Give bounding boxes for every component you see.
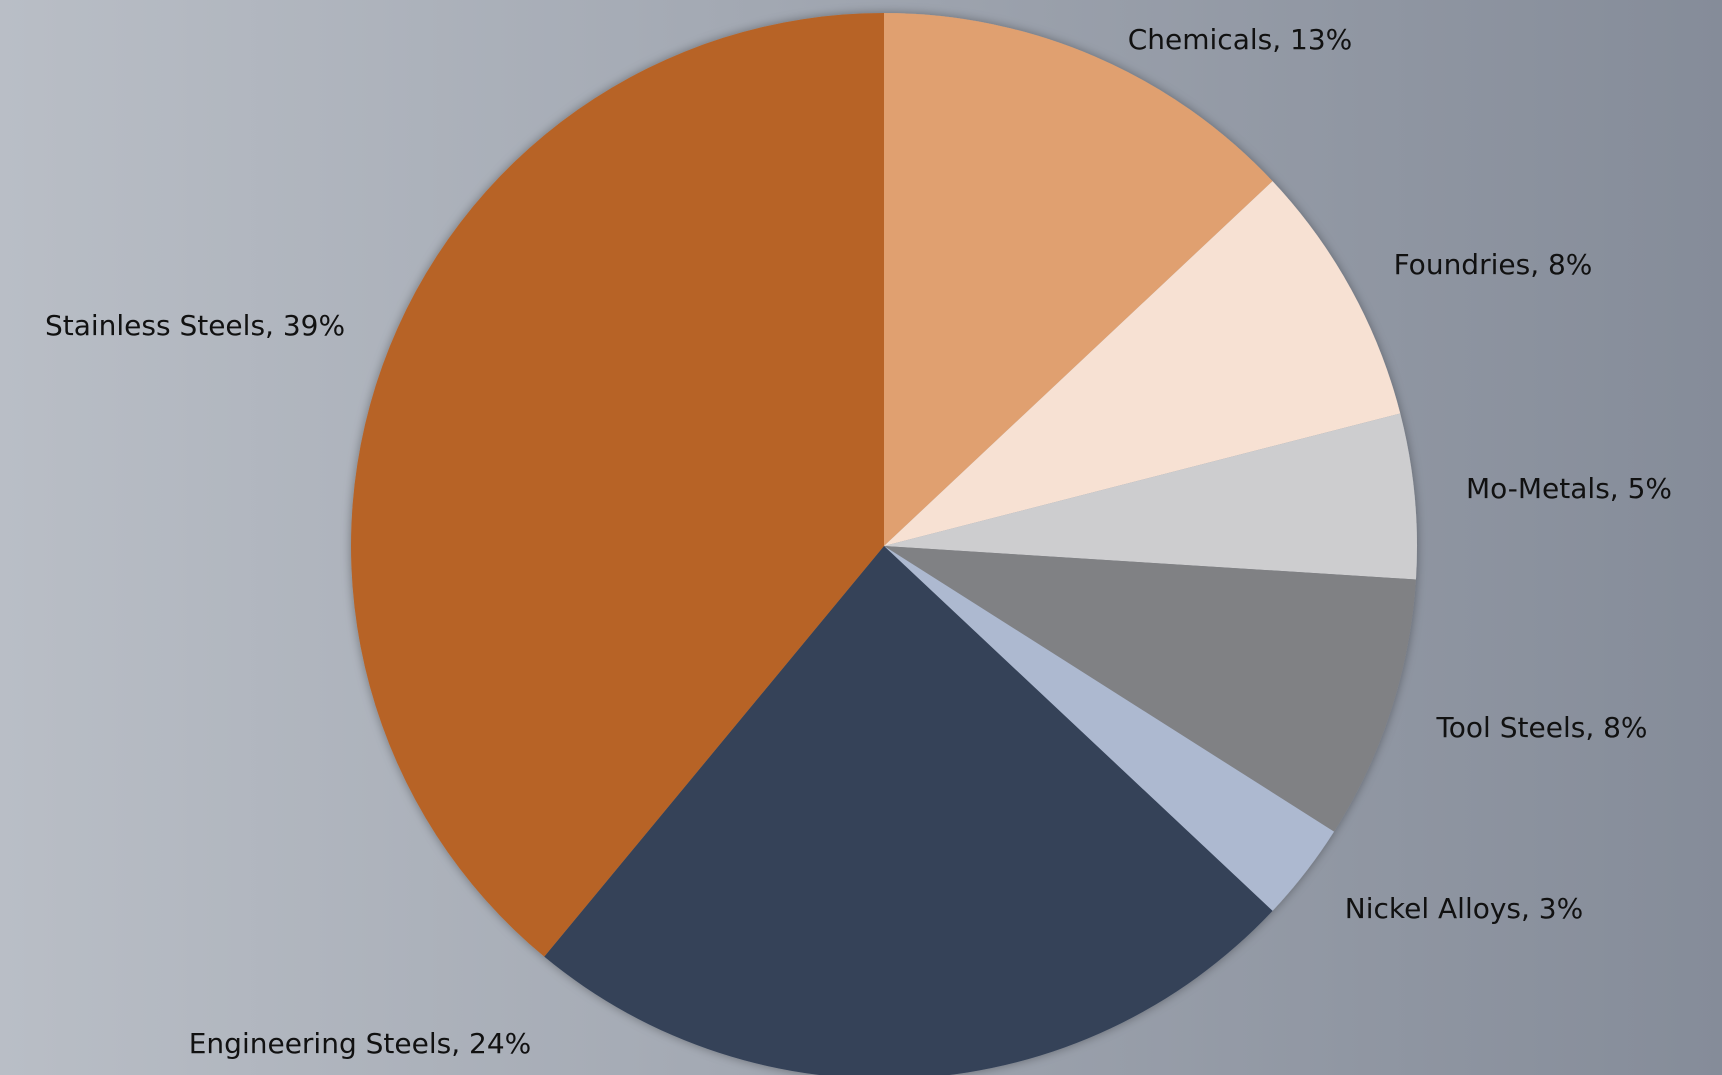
data-label: Mo-Metals, 5% <box>1466 472 1672 505</box>
pie-slice <box>884 413 1417 580</box>
pie-slice <box>884 546 1416 832</box>
pie-slice <box>351 13 885 957</box>
data-label: Foundries, 8% <box>1394 248 1593 281</box>
data-label: Stainless Steels, 39% <box>45 309 345 342</box>
pie <box>351 13 1417 1075</box>
pie-slice <box>884 13 1273 546</box>
data-label: Engineering Steels, 24% <box>189 1027 532 1060</box>
pie-slice <box>884 181 1401 546</box>
pie-slice <box>544 546 1273 1075</box>
pie-slice <box>884 546 1335 911</box>
data-label: Chemicals, 13% <box>1128 23 1353 56</box>
data-label: Nickel Alloys, 3% <box>1345 892 1583 925</box>
data-label: Tool Steels, 8% <box>1435 711 1647 744</box>
